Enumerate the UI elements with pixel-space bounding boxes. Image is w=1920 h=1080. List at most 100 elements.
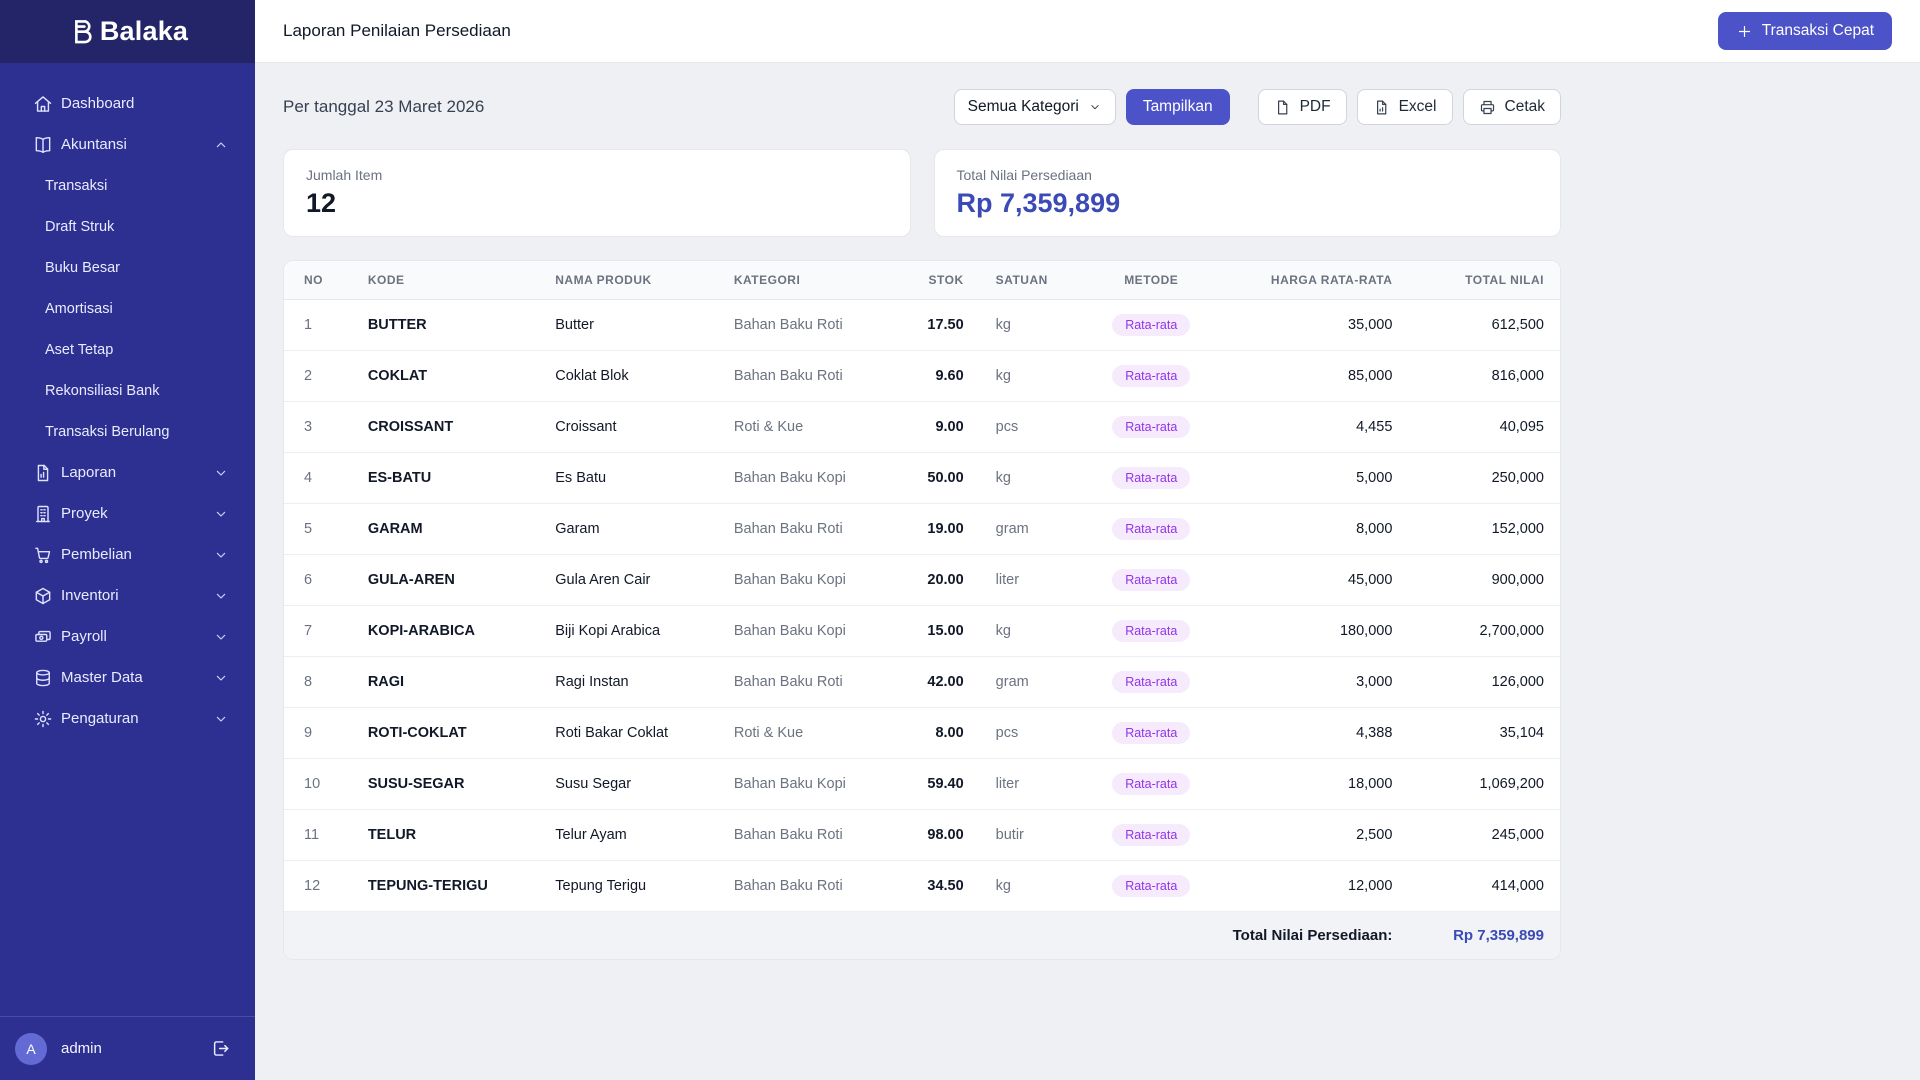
table-row: 8 RAGI Ragi Instan Bahan Baku Roti 42.00 gram… bbox=[284, 656, 1560, 708]
cell-harga: 180,000 bbox=[1219, 605, 1409, 657]
sidebar-item-label: Payroll bbox=[61, 628, 107, 645]
cell-kategori: Bahan Baku Roti bbox=[717, 860, 896, 912]
brand-logo[interactable]: Balaka bbox=[0, 0, 255, 63]
print-button[interactable]: Cetak bbox=[1462, 89, 1561, 125]
cell-metode: Rata-rata bbox=[1083, 707, 1220, 759]
chevron-down-icon bbox=[213, 711, 229, 727]
cell-total: 816,000 bbox=[1408, 350, 1560, 402]
cell-no: 4 bbox=[284, 452, 352, 504]
topbar: Laporan Penilaian Persediaan Transaksi C… bbox=[255, 0, 1920, 63]
cell-satuan: pcs bbox=[979, 401, 1084, 453]
sidebar-subitem-rekonsiliasi-bank[interactable]: Rekonsiliasi Bank bbox=[45, 382, 160, 399]
cell-kode: TELUR bbox=[351, 809, 540, 861]
method-badge: Rata-rata bbox=[1112, 569, 1191, 591]
method-badge: Rata-rata bbox=[1112, 416, 1191, 438]
table-row: 2 COKLAT Coklat Blok Bahan Baku Roti 9.60 kg R… bbox=[284, 350, 1560, 402]
sidebar-item-label: Pembelian bbox=[61, 546, 132, 563]
sidebar-item-label: Pengaturan bbox=[61, 710, 139, 727]
cell-harga: 4,455 bbox=[1219, 401, 1409, 453]
cell-kategori: Roti & Kue bbox=[717, 401, 896, 453]
logout-icon[interactable] bbox=[210, 1038, 231, 1059]
table-row: 3 CROISSANT Croissant Roti & Kue 9.00 pcs Rata… bbox=[284, 401, 1560, 453]
sidebar-subitem-draft-struk[interactable]: Draft Struk bbox=[45, 218, 115, 235]
cell-nama: Coklat Blok bbox=[539, 350, 718, 402]
content: Per tanggal 23 Maret 2026 Semua Kategori… bbox=[255, 63, 1920, 986]
sidebar-item-label: Inventori bbox=[61, 587, 119, 604]
sidebar-item-akuntansi[interactable]: Akuntansi bbox=[0, 124, 255, 165]
sidebar-item-dashboard[interactable]: Dashboard bbox=[0, 83, 255, 124]
quick-transaction-button[interactable]: Transaksi Cepat bbox=[1717, 12, 1892, 50]
cell-satuan: kg bbox=[979, 299, 1084, 351]
excel-button[interactable]: Excel bbox=[1356, 89, 1453, 125]
method-badge: Rata-rata bbox=[1112, 824, 1191, 846]
pdf-button[interactable]: PDF bbox=[1257, 89, 1347, 125]
cell-kode: RAGI bbox=[351, 656, 540, 708]
cell-nama: Butter bbox=[539, 299, 718, 351]
column-header: STOK bbox=[895, 261, 980, 300]
cell-nama: Tepung Terigu bbox=[539, 860, 718, 912]
sidebar-item-label: Dashboard bbox=[61, 95, 135, 112]
sidebar-item-pengaturan[interactable]: Pengaturan bbox=[0, 698, 255, 739]
summary-card-total-value: Total Nilai Persediaan Rp 7,359,899 bbox=[933, 149, 1561, 237]
sidebar-item-master-data[interactable]: Master Data bbox=[0, 657, 255, 698]
sidebar-item-proyek[interactable]: Proyek bbox=[0, 493, 255, 534]
cell-harga: 85,000 bbox=[1219, 350, 1409, 402]
chevron-down-icon bbox=[213, 588, 229, 604]
cell-harga: 3,000 bbox=[1219, 656, 1409, 708]
cell-nama: Biji Kopi Arabica bbox=[539, 605, 718, 657]
sidebar-item-label: Laporan bbox=[61, 464, 117, 481]
cell-no: 11 bbox=[284, 809, 352, 861]
cell-kategori: Bahan Baku Kopi bbox=[717, 605, 896, 657]
avatar: A bbox=[15, 1032, 47, 1065]
file-chart-icon bbox=[1373, 99, 1390, 116]
category-select[interactable]: Semua Kategori bbox=[953, 89, 1116, 125]
sidebar-item-label: Master Data bbox=[61, 669, 143, 686]
column-header: HARGA RATA-RATA bbox=[1219, 261, 1409, 300]
valuation-table: NO KODE NAMA PRODUK KATEGORI STOK SATUAN METOD… bbox=[284, 261, 1560, 959]
method-badge: Rata-rata bbox=[1112, 314, 1191, 336]
summary-card-value: Rp 7,359,899 bbox=[956, 188, 1121, 218]
sidebar-item-laporan[interactable]: Laporan bbox=[0, 452, 255, 493]
cell-harga: 4,388 bbox=[1219, 707, 1409, 759]
table-header: NO KODE NAMA PRODUK KATEGORI STOK SATUAN METOD… bbox=[284, 261, 1560, 300]
book-icon bbox=[33, 135, 53, 155]
sidebar-item-pembelian[interactable]: Pembelian bbox=[0, 534, 255, 575]
column-header: KODE bbox=[351, 261, 540, 300]
sidebar-subitem-buku-besar[interactable]: Buku Besar bbox=[45, 259, 120, 276]
user-name: admin bbox=[61, 1040, 102, 1057]
cell-satuan: kg bbox=[979, 605, 1084, 657]
cell-stok: 42.00 bbox=[895, 656, 980, 708]
cell-no: 9 bbox=[284, 707, 352, 759]
summary-card-value: 12 bbox=[306, 188, 337, 218]
sidebar-subitem-transaksi[interactable]: Transaksi bbox=[45, 177, 108, 194]
sidebar-subitem-aset-tetap[interactable]: Aset Tetap bbox=[45, 341, 114, 358]
sidebar-subitem-transaksi-berulang[interactable]: Transaksi Berulang bbox=[45, 423, 170, 440]
sidebar-subitem-amortisasi[interactable]: Amortisasi bbox=[45, 300, 113, 317]
show-button[interactable]: Tampilkan bbox=[1125, 89, 1230, 125]
cell-total: 2,700,000 bbox=[1408, 605, 1560, 657]
cell-nama: Susu Segar bbox=[539, 758, 718, 810]
chevron-down-icon bbox=[1088, 100, 1102, 114]
main-panel: Laporan Penilaian Persediaan Transaksi C… bbox=[255, 0, 1920, 1080]
building-icon bbox=[33, 504, 53, 524]
cell-satuan: liter bbox=[979, 554, 1084, 606]
sidebar-item-inventori[interactable]: Inventori bbox=[0, 575, 255, 616]
cell-metode: Rata-rata bbox=[1083, 554, 1220, 606]
cell-stok: 19.00 bbox=[895, 503, 980, 555]
table-row: 12 TEPUNG-TERIGU Tepung Terigu Bahan Baku R… bbox=[284, 860, 1560, 912]
cell-kode: ROTI-COKLAT bbox=[351, 707, 540, 759]
summary-card-item-count: Jumlah Item 12 bbox=[283, 149, 911, 237]
filter-row: Per tanggal 23 Maret 2026 Semua Kategori… bbox=[283, 89, 1561, 125]
cell-metode: Rata-rata bbox=[1083, 452, 1220, 504]
summary-cards: Jumlah Item 12 Total Nilai Persediaan Rp… bbox=[283, 149, 1561, 237]
cell-total: 152,000 bbox=[1408, 503, 1560, 555]
cell-satuan: kg bbox=[979, 350, 1084, 402]
chevron-down-icon bbox=[213, 629, 229, 645]
cell-total: 1,069,200 bbox=[1408, 758, 1560, 810]
cell-total: 414,000 bbox=[1408, 860, 1560, 912]
cell-stok: 8.00 bbox=[895, 707, 980, 759]
excel-button-label: Excel bbox=[1398, 98, 1437, 115]
cell-total: 250,000 bbox=[1408, 452, 1560, 504]
cell-stok: 50.00 bbox=[895, 452, 980, 504]
sidebar-item-payroll[interactable]: Payroll bbox=[0, 616, 255, 657]
